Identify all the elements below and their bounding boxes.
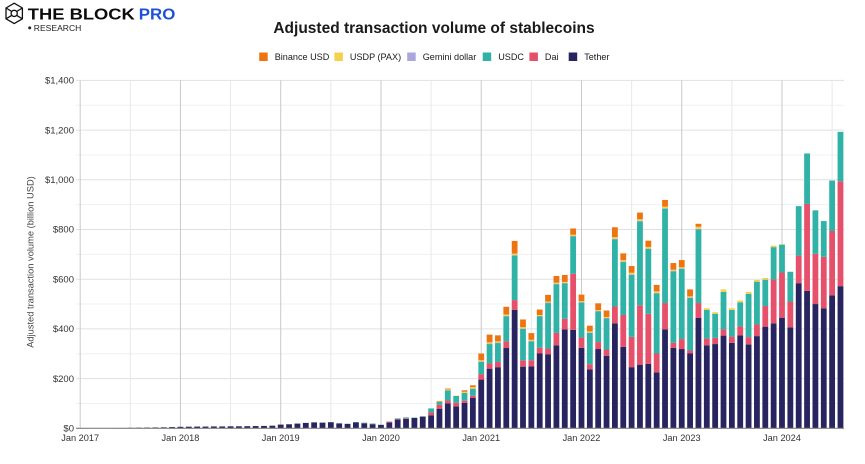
svg-text:Adjusted transaction volume (b: Adjusted transaction volume (billion USD… (26, 176, 36, 348)
svg-text:USDC: USDC (498, 52, 524, 62)
svg-text:Jan 2019: Jan 2019 (262, 433, 300, 443)
svg-text:Jan 2018: Jan 2018 (162, 433, 200, 443)
svg-text:Jan 2024: Jan 2024 (763, 433, 801, 443)
svg-text:$200: $200 (53, 374, 74, 385)
svg-text:Jan 2021: Jan 2021 (462, 433, 500, 443)
svg-text:$1,000: $1,000 (45, 175, 74, 186)
svg-text:Dai: Dai (545, 52, 559, 62)
svg-text:Gemini dollar: Gemini dollar (423, 52, 477, 62)
svg-text:$400: $400 (53, 324, 74, 335)
svg-text:$600: $600 (53, 274, 74, 285)
svg-text:Jan 2022: Jan 2022 (563, 433, 601, 443)
svg-text:Binance USD: Binance USD (275, 52, 330, 62)
svg-text:RESEARCH: RESEARCH (34, 23, 82, 33)
svg-text:Jan 2023: Jan 2023 (663, 433, 701, 443)
svg-text:$1,200: $1,200 (45, 125, 74, 136)
svg-text:USDP (PAX): USDP (PAX) (350, 52, 401, 62)
svg-text:THE BLOCK: THE BLOCK (28, 6, 136, 23)
svg-text:Jan 2017: Jan 2017 (61, 433, 99, 443)
svg-text:$800: $800 (53, 225, 74, 236)
svg-text:Tether: Tether (584, 52, 609, 62)
svg-text:Adjusted transaction volume of: Adjusted transaction volume of stablecoi… (273, 20, 594, 37)
svg-text:PRO: PRO (139, 6, 176, 23)
svg-text:Jan 2020: Jan 2020 (362, 433, 400, 443)
svg-text:$0: $0 (63, 424, 74, 435)
svg-text:$1,400: $1,400 (45, 76, 74, 87)
